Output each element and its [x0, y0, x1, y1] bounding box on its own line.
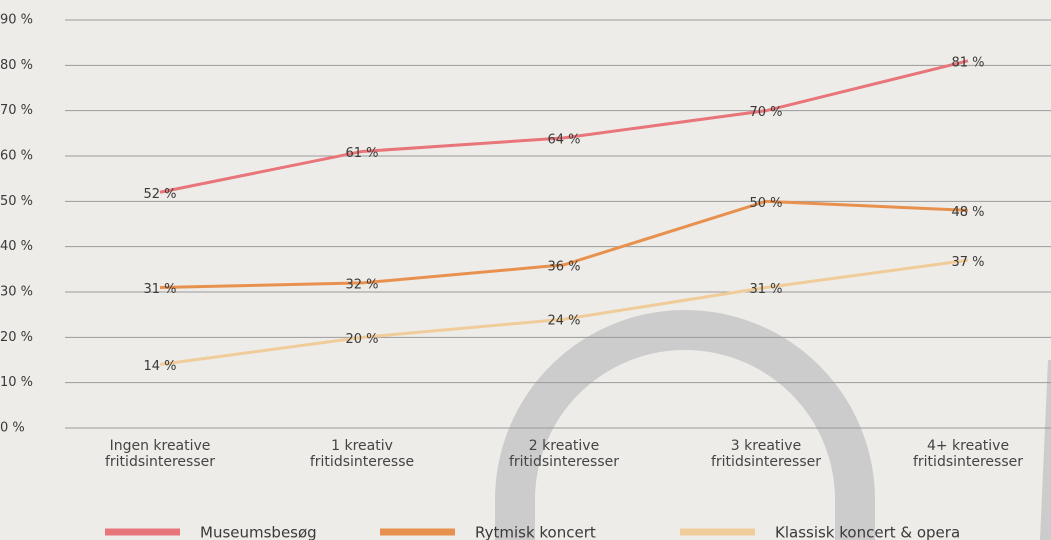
- series-line: [160, 201, 968, 287]
- data-label: 64 %: [547, 132, 580, 147]
- x-tick-label: 3 kreative fritidsinteresser: [676, 438, 856, 470]
- data-label: 20 %: [345, 332, 378, 347]
- data-label: 24 %: [547, 314, 580, 329]
- y-tick-label: 90 %: [0, 13, 33, 28]
- data-label: 70 %: [749, 105, 782, 120]
- legend-label: Klassisk koncert & opera: [775, 524, 960, 540]
- data-label: 36 %: [547, 259, 580, 274]
- y-tick-label: 30 %: [0, 285, 33, 300]
- y-tick-label: 50 %: [0, 194, 33, 209]
- data-label: 52 %: [143, 187, 176, 202]
- y-tick-label: 0 %: [0, 421, 25, 436]
- legend-label: Museumsbesøg: [200, 524, 317, 540]
- data-label: 48 %: [951, 205, 984, 220]
- y-tick-label: 20 %: [0, 330, 33, 345]
- data-label: 37 %: [951, 255, 984, 270]
- series-line: [160, 61, 968, 192]
- y-tick-label: 10 %: [0, 375, 33, 390]
- x-tick-label: 1 kreativ fritidsinteresse: [272, 438, 452, 470]
- decorative-arc: [515, 330, 855, 540]
- data-label: 50 %: [749, 196, 782, 211]
- legend-label: Rytmisk koncert: [475, 524, 596, 540]
- y-tick-label: 60 %: [0, 149, 33, 164]
- page: {"chart_data": {"type": "line", "categor…: [0, 0, 1051, 540]
- x-tick-label: Ingen kreative fritidsinteresser: [70, 438, 250, 470]
- data-label: 14 %: [143, 359, 176, 374]
- y-tick-label: 80 %: [0, 58, 33, 73]
- x-tick-label: 4+ kreative fritidsinteresser: [878, 438, 1051, 470]
- data-label: 31 %: [749, 282, 782, 297]
- data-label: 61 %: [345, 146, 378, 161]
- data-label: 81 %: [951, 55, 984, 70]
- data-label: 31 %: [143, 282, 176, 297]
- data-label: 32 %: [345, 277, 378, 292]
- series-line: [160, 260, 968, 364]
- y-tick-label: 70 %: [0, 103, 33, 118]
- x-tick-label: 2 kreative fritidsinteresser: [474, 438, 654, 470]
- y-tick-label: 40 %: [0, 239, 33, 254]
